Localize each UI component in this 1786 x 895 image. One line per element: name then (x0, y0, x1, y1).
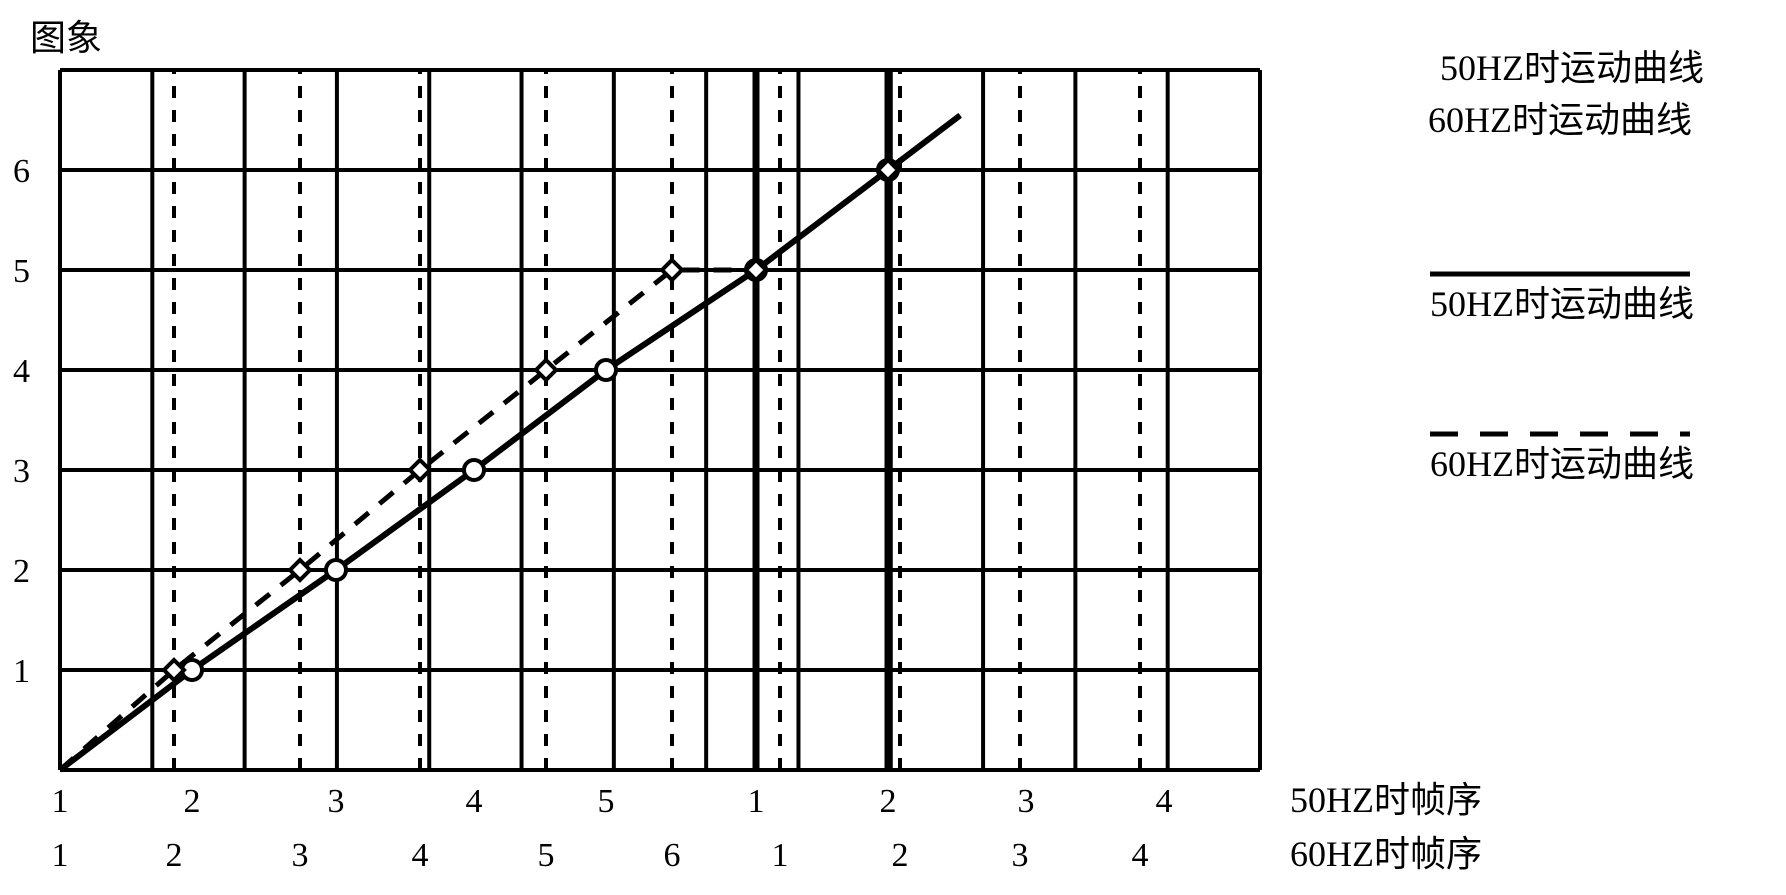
x-tick-60: 5 (538, 837, 555, 874)
x-tick-60: 1 (772, 837, 789, 874)
y-tick: 2 (13, 553, 30, 590)
x-tick-60: 4 (1132, 837, 1149, 874)
x-tick-50: 3 (328, 783, 345, 820)
x-tick-50: 2 (880, 783, 897, 820)
marker-50hz (326, 560, 346, 580)
y-tick: 5 (13, 253, 30, 290)
x-label-50: 50HZ时帧序 (1290, 780, 1482, 820)
x-tick-60: 1 (52, 837, 69, 874)
top-label-50: 50HZ时运动曲线 (1440, 48, 1704, 88)
x-tick-60: 6 (664, 837, 681, 874)
top-label-60: 60HZ时运动曲线 (1428, 100, 1692, 140)
x-tick-60: 2 (892, 837, 909, 874)
x-tick-50: 2 (184, 783, 201, 820)
legend-label-50: 50HZ时运动曲线 (1430, 284, 1694, 324)
y-title: 图象 (30, 18, 102, 58)
legend-label-60: 60HZ时运动曲线 (1430, 444, 1694, 484)
x-tick-60: 3 (292, 837, 309, 874)
y-tick: 3 (13, 453, 30, 490)
x-tick-50: 1 (748, 783, 765, 820)
x-tick-50: 4 (1156, 783, 1173, 820)
x-tick-50: 3 (1018, 783, 1035, 820)
marker-50hz (596, 360, 616, 380)
x-tick-50: 4 (466, 783, 483, 820)
x-tick-50: 1 (52, 783, 69, 820)
y-tick: 6 (13, 153, 30, 190)
x-tick-60: 2 (166, 837, 183, 874)
x-label-60: 60HZ时帧序 (1290, 834, 1482, 874)
x-tick-60: 4 (412, 837, 429, 874)
x-tick-50: 5 (598, 783, 615, 820)
y-tick: 4 (13, 353, 30, 390)
marker-50hz (464, 460, 484, 480)
y-tick: 1 (13, 653, 30, 690)
x-tick-60: 3 (1012, 837, 1029, 874)
